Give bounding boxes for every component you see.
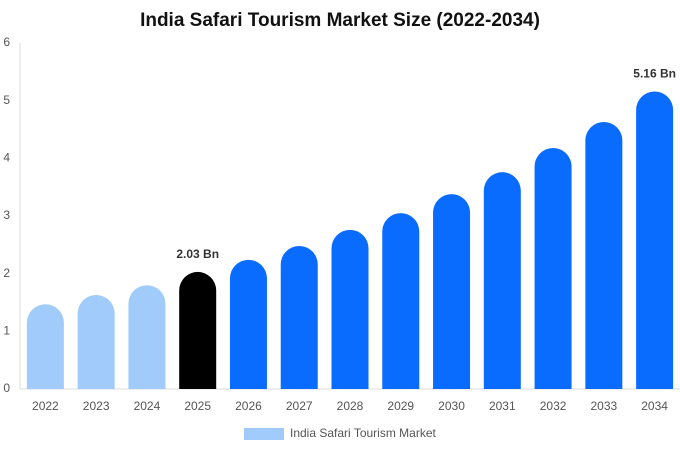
y-tick-label: 3 <box>3 208 10 222</box>
bar <box>331 229 369 389</box>
x-tick-label: 2024 <box>134 399 161 413</box>
y-tick-label: 4 <box>3 151 10 165</box>
bar <box>382 213 420 389</box>
bar <box>534 147 572 389</box>
chart-title: India Safari Tourism Market Size (2022-2… <box>140 10 540 31</box>
x-tick-label: 2030 <box>438 399 465 413</box>
x-tick-label: 2025 <box>184 399 211 413</box>
x-tick-label: 2032 <box>540 399 567 413</box>
x-tick-label: 2031 <box>489 399 516 413</box>
x-tick-label: 2026 <box>235 399 262 413</box>
y-tick-label: 1 <box>3 324 10 338</box>
x-tick-label: 2034 <box>641 399 668 413</box>
x-tick-label: 2022 <box>32 399 59 413</box>
legend-swatch <box>244 428 284 440</box>
y-tick-label: 6 <box>3 35 10 49</box>
bar <box>585 122 623 390</box>
legend-label: India Safari Tourism Market <box>290 426 437 440</box>
bar <box>179 271 217 389</box>
x-tick-label: 2028 <box>337 399 364 413</box>
x-tick-label: 2029 <box>387 399 414 413</box>
y-tick-label: 5 <box>3 93 10 107</box>
value-label: 5.16 Bn <box>633 67 676 81</box>
bar <box>77 295 115 389</box>
bar <box>229 259 267 389</box>
bar <box>128 285 166 389</box>
bar <box>483 172 521 389</box>
bar <box>26 304 64 389</box>
bar <box>636 91 674 389</box>
bar <box>433 194 471 389</box>
bar <box>280 245 318 389</box>
x-tick-label: 2033 <box>590 399 617 413</box>
y-tick-label: 0 <box>3 381 10 395</box>
value-label: 2.03 Bn <box>176 247 219 261</box>
x-tick-label: 2027 <box>286 399 313 413</box>
x-tick-label: 2023 <box>83 399 110 413</box>
y-tick-label: 2 <box>3 266 10 280</box>
